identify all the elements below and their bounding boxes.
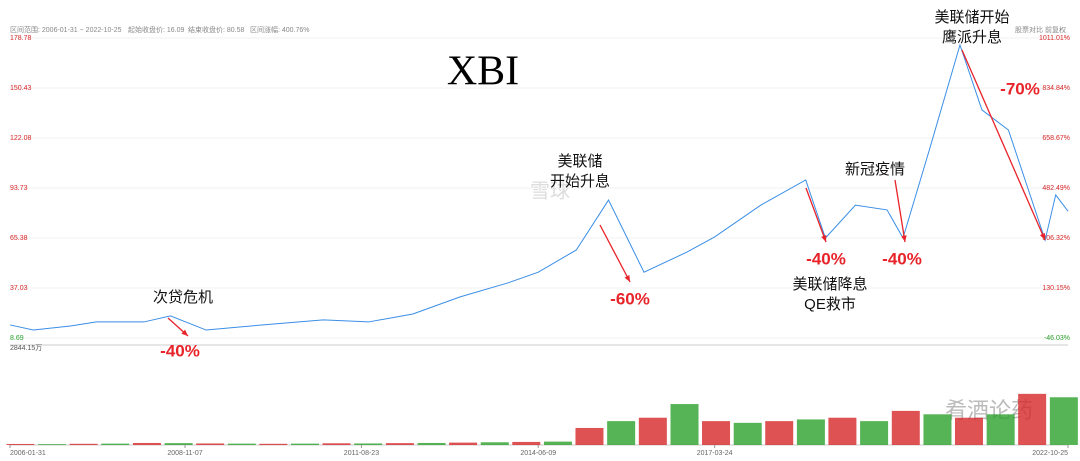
x-tick-label: 2011-08-23: [344, 450, 379, 457]
y-tick-label: 8.69: [10, 335, 24, 342]
adjust: 前复权: [1045, 25, 1066, 34]
annotation-arrow: [599, 224, 631, 283]
volume-bar: [733, 422, 762, 445]
annotation: 美联储开始: [934, 9, 1009, 26]
volume-bar: [923, 414, 952, 445]
volume-bar: [227, 443, 256, 445]
volume-tick-label: 2844.15万: [10, 344, 42, 352]
volume-bar: [638, 417, 667, 445]
x-tick-label: 2014-06-09: [520, 450, 556, 457]
annotation: 开始升息: [550, 173, 610, 190]
annotation: QE救市: [804, 296, 856, 313]
y2-tick-label: 658.67%: [1042, 135, 1070, 142]
range: 区间范围: 2006-01-31 ~ 2022-10-25: [10, 25, 122, 34]
volume-bar: [164, 443, 193, 445]
y-tick-label: 150.43: [10, 85, 32, 92]
volume-bar: [449, 442, 478, 445]
annotation-arrow: [805, 187, 827, 243]
volume-bar: [101, 443, 130, 445]
volume-bar: [354, 443, 383, 445]
arrow-head: [821, 235, 827, 242]
annotation-change: -40%: [806, 249, 846, 268]
annotation: 新冠疫情: [845, 161, 905, 178]
volume-bar: [986, 414, 1015, 445]
volume-bar: [417, 442, 446, 445]
arrow-head: [1039, 233, 1045, 240]
annotation-change: -40%: [882, 249, 922, 268]
volume-bar: [385, 443, 414, 445]
y2-tick-label: 1011.01%: [1039, 35, 1070, 42]
arrow-head: [181, 329, 188, 336]
end-price: 结束收盘价: 80.58: [188, 25, 245, 34]
x-tick-label: 2022-10-25: [1032, 450, 1068, 457]
volume-bar: [196, 443, 225, 445]
change: 区间涨幅: 400.76%: [250, 25, 310, 34]
x-tick-label: 2008-11-07: [167, 450, 202, 457]
volume-bar: [1018, 393, 1047, 445]
volume-bar: [702, 421, 731, 445]
volume-bar: [828, 417, 857, 445]
annotation-arrow: [894, 179, 906, 243]
volume-bar: [6, 443, 35, 445]
volume-bar: [765, 421, 794, 445]
arrow-head: [901, 235, 907, 242]
x-tick-label: 2017-03-24: [697, 450, 733, 457]
volume-bar: [670, 404, 699, 445]
y-tick-label: 122.08: [10, 135, 32, 142]
y-tick-label: 37.03: [10, 285, 28, 292]
compare: 股票对比: [1015, 25, 1043, 34]
arrow-head: [624, 275, 630, 282]
volume-bar: [512, 441, 541, 445]
annotation-change: -40%: [160, 341, 200, 360]
price-line: [9, 43, 1069, 331]
volume-bar: [575, 427, 604, 445]
volume-bar: [543, 441, 572, 445]
volume-bar: [1049, 397, 1078, 445]
y2-tick-label: 482.49%: [1042, 185, 1070, 192]
volume-bar: [860, 421, 889, 445]
y-tick-label: 65.38: [10, 235, 28, 242]
annotation: 美联储: [557, 153, 602, 170]
annotation: 鹰派升息: [942, 29, 1002, 46]
x-tick-label: 2006-01-31: [10, 450, 46, 457]
volume-bar: [607, 421, 636, 445]
volume-bar: [69, 443, 98, 445]
annotation: 美联储降息: [792, 276, 867, 293]
volume-bar: [322, 443, 351, 445]
volume-bar: [891, 410, 920, 445]
y2-tick-label: -46.03%: [1044, 335, 1070, 342]
annotation-arrow: [961, 49, 1046, 241]
start-price: 起始收盘价: 16.09: [128, 25, 185, 34]
volume-bar: [480, 442, 509, 445]
volume-bar: [259, 443, 288, 445]
volume-bar: [38, 444, 67, 445]
watermark: 雪球: [530, 179, 570, 202]
volume-bar: [954, 417, 983, 445]
volume-bar: [796, 419, 825, 445]
volume-bar: [291, 443, 320, 445]
annotation: 次贷危机: [153, 289, 213, 306]
chart-title: XBI: [447, 49, 519, 95]
y-tick-label: 93.73: [10, 185, 28, 192]
annotation-change: -60%: [610, 289, 650, 308]
y2-tick-label: 306.32%: [1042, 235, 1070, 242]
y-tick-label: 178.78: [10, 35, 32, 42]
y2-tick-label: 834.84%: [1042, 85, 1070, 92]
y2-tick-label: 130.15%: [1042, 285, 1070, 292]
annotation-change: -70%: [1000, 79, 1040, 98]
volume-bar: [132, 442, 161, 445]
